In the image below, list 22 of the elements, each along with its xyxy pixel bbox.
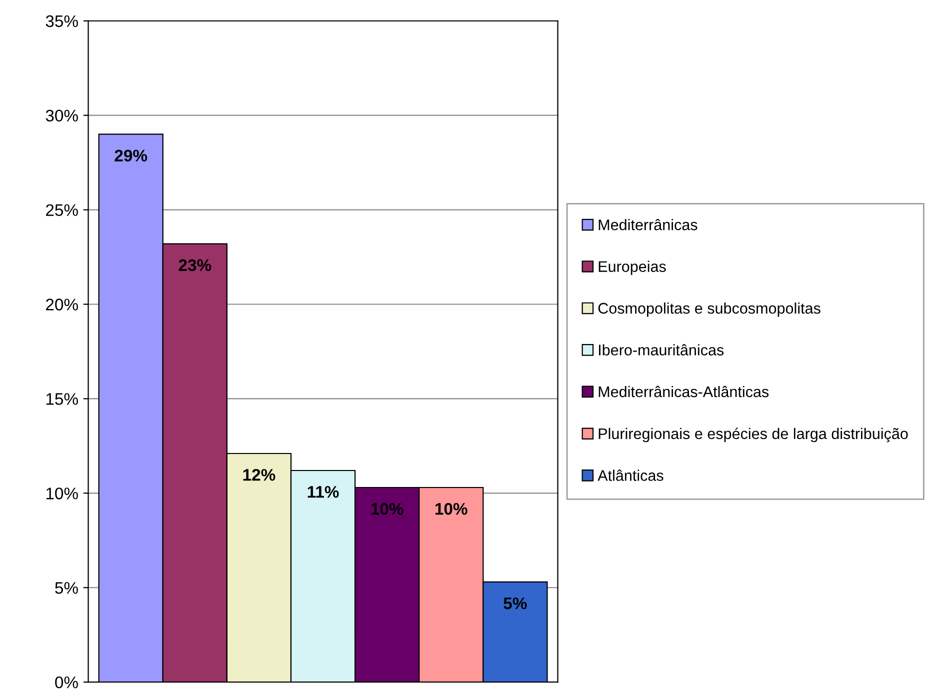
y-tick-label: 5%: [55, 582, 78, 594]
legend-label: Cosmopolitas e subcosmopolitas: [598, 302, 820, 317]
data-label: 12%: [243, 468, 276, 481]
legend-label: Mediterrânicas-Atlânticas: [598, 386, 769, 398]
data-label: 29%: [114, 150, 148, 162]
data-label: 10%: [371, 502, 404, 515]
y-tick-label: 35%: [46, 15, 78, 28]
legend-label: Pluriregionais e espécies de larga distribuição: [598, 428, 908, 442]
data-label: 10%: [435, 502, 468, 515]
y-tick-label: 0%: [55, 676, 78, 688]
y-tick-label: 15%: [46, 393, 78, 405]
legend-label: Mediterrânicas: [598, 218, 698, 230]
legend-label: Europeias: [598, 260, 666, 275]
y-tick-label: 25%: [46, 204, 78, 216]
data-label: 23%: [178, 259, 212, 272]
legend-label: Ibero-mauritânicas: [599, 344, 724, 356]
data-label: 5%: [504, 597, 527, 610]
legend-label: Atlânticas: [598, 470, 664, 481]
y-tick-label: 20%: [46, 298, 78, 310]
data-label: 11%: [308, 486, 339, 498]
y-tick-label: 30%: [46, 110, 78, 122]
y-tick-label: 10%: [46, 488, 78, 500]
